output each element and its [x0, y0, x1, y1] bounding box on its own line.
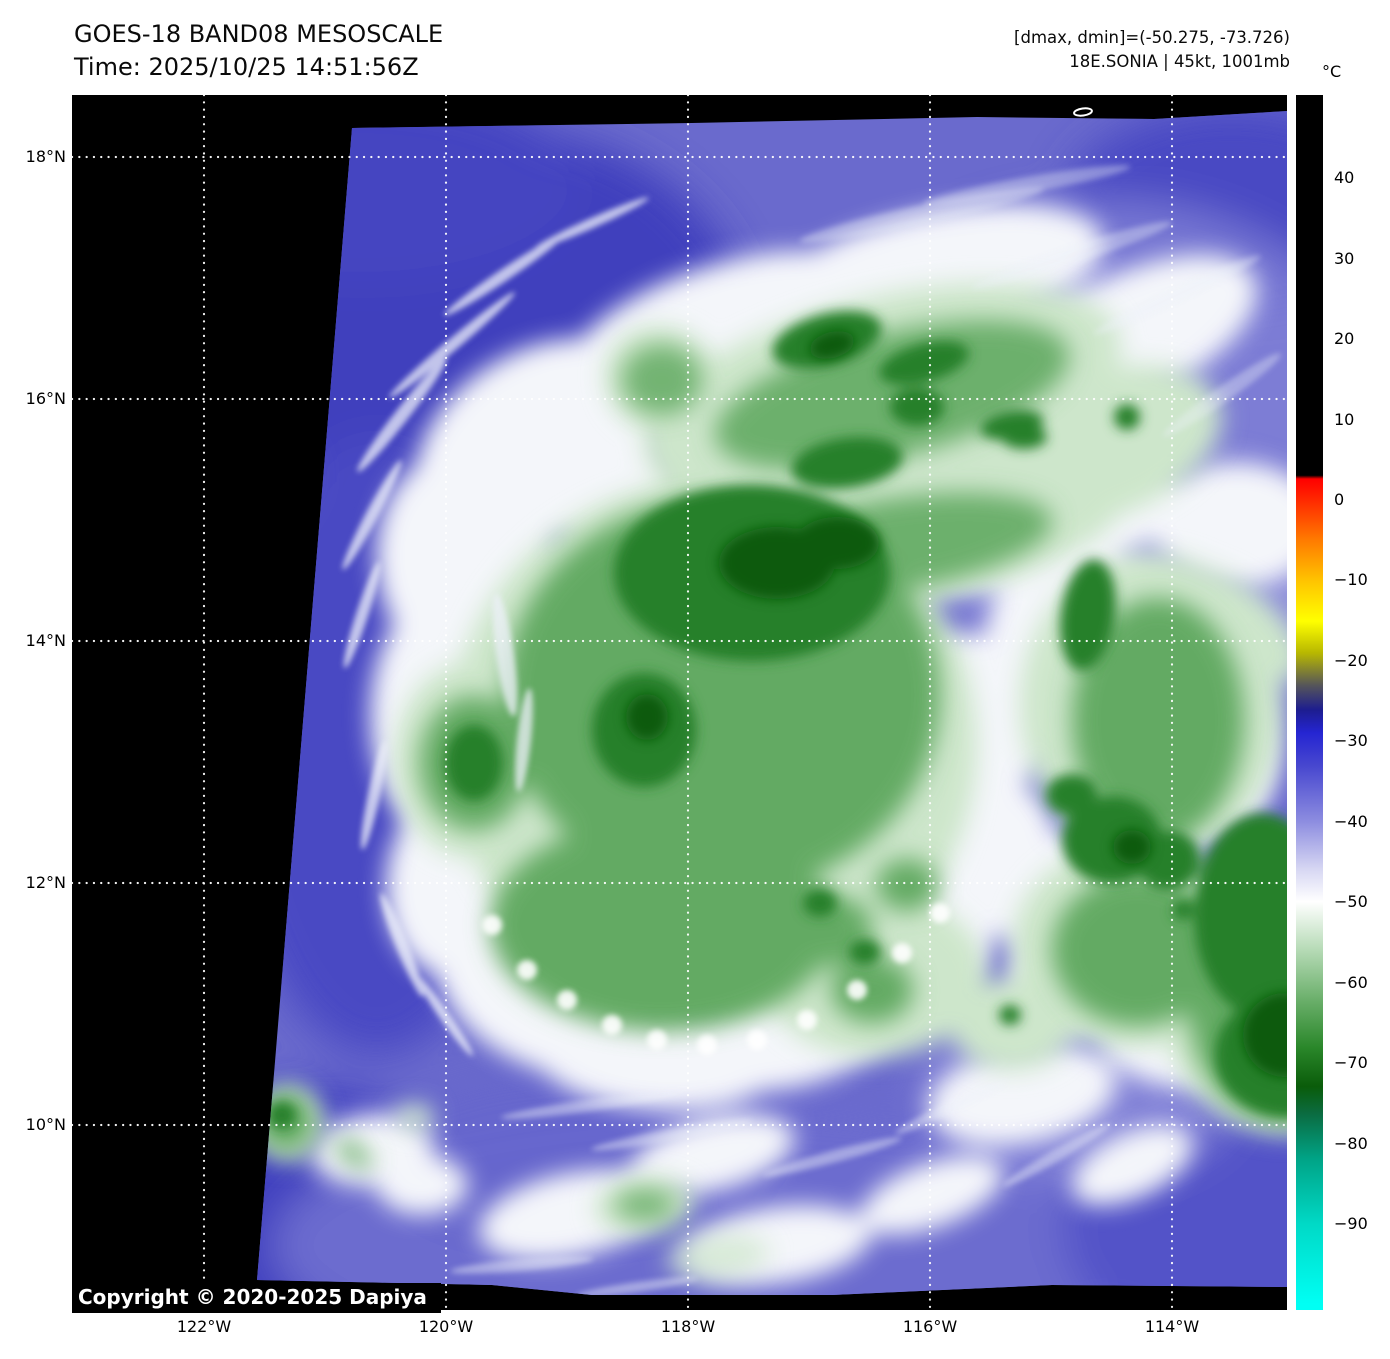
- temperature-colorbar: [1296, 95, 1323, 1310]
- colorbar-tick-40: 40: [1334, 168, 1355, 187]
- storm-position-marker: [1073, 107, 1093, 117]
- cirrus-streak-layer: [342, 165, 1282, 1295]
- colorbar-tick-30: 30: [1334, 249, 1355, 268]
- plot-area: Copyright © 2020-2025 Dapiya: [72, 95, 1287, 1313]
- copyright-watermark: Copyright © 2020-2025 Dapiya: [72, 1283, 441, 1313]
- colorbar-tick-m60: −60: [1334, 973, 1368, 992]
- gravity-wave-fringe: [482, 903, 950, 1055]
- colorbar-tick-m80: −80: [1334, 1134, 1368, 1153]
- colorbar-tick-m90: −90: [1334, 1214, 1368, 1233]
- colorbar-tick-m20: −20: [1334, 651, 1368, 670]
- coldest-core-layer: [626, 331, 1287, 1077]
- storm-info-readout: 18E.SONIA | 45kt, 1001mb: [1069, 52, 1290, 71]
- colorbar-tick-20: 20: [1334, 329, 1355, 348]
- satellite-image: [72, 95, 1287, 1310]
- lon-label-120w: 120°W: [418, 1317, 474, 1336]
- lat-label-16n: 16°N: [25, 389, 66, 408]
- colorbar-tick-m40: −40: [1334, 812, 1368, 831]
- lon-label-114w: 114°W: [1144, 1317, 1200, 1336]
- lon-label-118w: 118°W: [660, 1317, 716, 1336]
- lon-label-116w: 116°W: [902, 1317, 958, 1336]
- lat-label-12n: 12°N: [25, 873, 66, 892]
- colorbar-tick-m70: −70: [1334, 1053, 1368, 1072]
- dmax-dmin-readout: [dmax, dmin]=(-50.275, -73.726): [1014, 28, 1290, 47]
- figure-title: GOES-18 BAND08 MESOSCALE: [74, 20, 444, 48]
- colorbar-tick-0: 0: [1334, 490, 1345, 509]
- lat-label-18n: 18°N: [25, 147, 66, 166]
- colorbar-tick-10: 10: [1334, 410, 1355, 429]
- colorbar-unit-label: °C: [1322, 62, 1342, 81]
- lat-label-10n: 10°N: [25, 1115, 66, 1134]
- colorbar-tick-m10: −10: [1334, 570, 1368, 589]
- colorbar-tick-m30: −30: [1334, 731, 1368, 750]
- figure-timestamp: Time: 2025/10/25 14:51:56Z: [74, 53, 419, 81]
- colorbar-tick-m50: −50: [1334, 892, 1368, 911]
- lat-label-14n: 14°N: [25, 631, 66, 650]
- lon-label-122w: 122°W: [176, 1317, 232, 1336]
- mesoscale-data-region: [257, 111, 1287, 1295]
